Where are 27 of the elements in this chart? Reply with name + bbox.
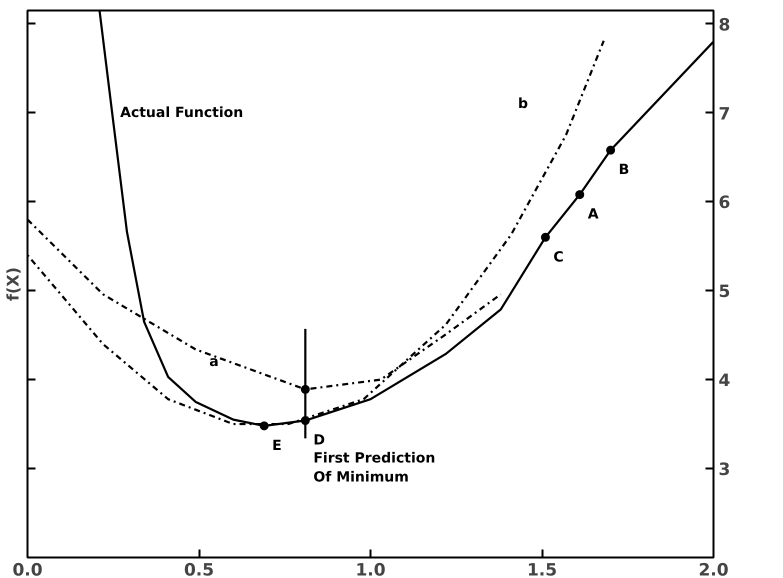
y-axis-title: f(X) [4, 267, 22, 301]
annotation: Actual Function [120, 104, 244, 121]
point [300, 416, 310, 426]
point [606, 146, 616, 155]
y-tick-label: 6 [718, 193, 730, 214]
x-tick-label: 1.0 [355, 560, 386, 578]
annotation: a [209, 354, 219, 370]
point [300, 384, 310, 394]
x-tick-label: 0.5 [184, 560, 214, 578]
annotation: A [588, 206, 599, 223]
annotation: b [518, 96, 528, 112]
point [260, 421, 269, 430]
x-tick-label: 0.0 [12, 560, 43, 578]
annotation: B [618, 162, 630, 178]
point [540, 232, 550, 242]
y-tick-label: 8 [718, 15, 730, 36]
y-tick-label: 4 [718, 371, 730, 392]
annotation: First Prediction Of Minimum [313, 450, 436, 486]
annotation: C [553, 249, 564, 266]
y-tick-label: 3 [718, 460, 730, 480]
annotation: D [313, 432, 325, 449]
annotation: E [272, 438, 282, 454]
y-tick-label: 7 [718, 104, 730, 124]
y-tick-label: 5 [718, 282, 730, 302]
x-tick-label: 1.5 [526, 560, 558, 578]
point [575, 190, 584, 200]
x-tick-label: 2.0 [698, 560, 729, 578]
